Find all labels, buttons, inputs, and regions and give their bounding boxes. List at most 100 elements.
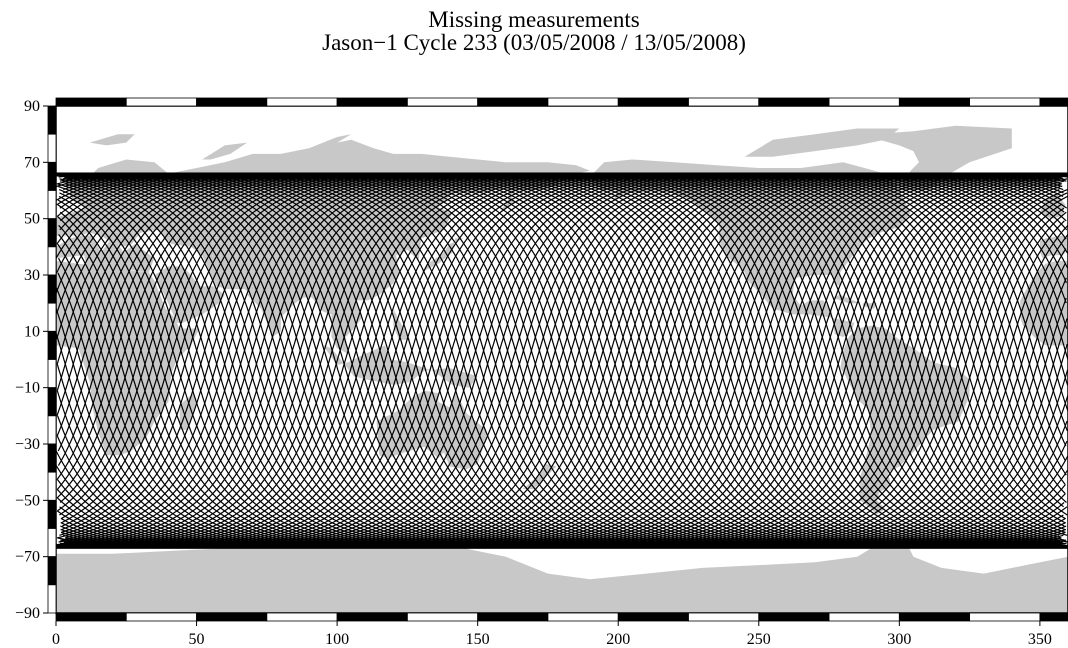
x-tick-label: 100 xyxy=(325,631,349,648)
map-axes: 90 70 50 30 10 −10 −30 −50 −70 −90 0 50 100 150 200 250… xyxy=(15,98,1052,648)
track-turning-band-south xyxy=(56,544,1068,549)
ground-track xyxy=(57,172,1067,546)
frame-strip-top xyxy=(406,97,479,107)
frame-strip-left xyxy=(47,274,57,304)
ground-track xyxy=(64,172,1064,546)
land-arctic-islands-eu xyxy=(89,134,135,146)
frame-strip-left xyxy=(47,302,57,332)
ground-track xyxy=(56,172,1068,546)
frame-strip-left xyxy=(47,556,57,586)
frame-strip-bottom xyxy=(406,612,479,622)
ground-track xyxy=(58,173,1058,546)
y-tick-label: 70 xyxy=(24,154,40,171)
land-new-zealand xyxy=(522,463,557,490)
ground-track xyxy=(56,172,1066,546)
frame-strip-top xyxy=(547,97,619,107)
y-tick-label: 30 xyxy=(24,267,40,284)
ground-track xyxy=(56,172,1067,546)
map-title: Missing measurements xyxy=(428,7,640,32)
land-antarctica xyxy=(56,539,1068,613)
frame-strip-left xyxy=(47,359,57,389)
frame-strip-top xyxy=(898,97,971,107)
ground-track xyxy=(58,172,1064,546)
frame-strip-bottom xyxy=(336,612,408,622)
frame-strip-bottom xyxy=(196,612,268,622)
frame-strip-left xyxy=(47,246,57,276)
y-tick-label: −50 xyxy=(15,492,40,509)
ground-track xyxy=(58,172,1060,546)
ground-track xyxy=(56,172,1065,546)
ground-track xyxy=(56,172,1067,546)
ground-track xyxy=(57,172,1066,546)
frame-strip-bottom xyxy=(125,612,197,622)
ground-track xyxy=(67,172,1067,546)
ground-track xyxy=(56,172,1064,546)
frame-strip-top xyxy=(828,97,900,107)
frame-strip-left xyxy=(47,190,57,220)
ground-track xyxy=(59,172,1064,546)
frame-strip-top xyxy=(196,97,268,107)
frame-strip-left xyxy=(47,387,57,417)
frame-strip-top xyxy=(477,97,549,107)
frame-strip-bottom xyxy=(1039,612,1068,622)
frame-strip-bottom xyxy=(898,612,971,622)
map-frame xyxy=(47,97,1068,622)
x-tick-label: 0 xyxy=(52,631,60,648)
frame-strip-bottom xyxy=(617,612,689,622)
ground-track xyxy=(60,172,1067,546)
land-arctic-islands-ca xyxy=(744,128,900,157)
ground-track xyxy=(59,172,1059,546)
map-plot-area xyxy=(56,106,1068,613)
frame-strip-left xyxy=(47,218,57,248)
ground-track xyxy=(56,172,1063,546)
y-tick-label: −10 xyxy=(15,380,40,397)
land-madagascar xyxy=(179,393,197,430)
ground-track xyxy=(56,172,1068,546)
land-arctic-islands-sib xyxy=(309,134,352,149)
ground-track xyxy=(59,172,1068,546)
y-tick-label: −90 xyxy=(15,605,40,622)
land-australia xyxy=(376,390,487,470)
frame-strip-bottom xyxy=(547,612,619,622)
ground-track xyxy=(57,172,1068,546)
frame-strip-left xyxy=(47,584,57,614)
x-tick-label: 150 xyxy=(466,631,490,648)
y-tick-label: 90 xyxy=(24,98,40,115)
y-tick-label: 10 xyxy=(24,323,40,340)
frame-strip-bottom xyxy=(55,612,127,622)
y-tick-label: −30 xyxy=(15,436,40,453)
frame-strip-top xyxy=(336,97,408,107)
frame-strip-left xyxy=(47,528,57,558)
frame-strip-left xyxy=(47,133,57,163)
track-turning-band-north xyxy=(56,172,1068,177)
x-tick-label: 250 xyxy=(747,631,771,648)
frame-strip-top xyxy=(617,97,689,107)
map-title-block: Missing measurements Jason−1 Cycle 233 (… xyxy=(0,8,1068,54)
frame-strip-left xyxy=(47,161,57,191)
frame-strip-top xyxy=(1039,97,1068,107)
ground-track xyxy=(66,173,1066,546)
ground-track xyxy=(56,172,1067,546)
frame-strip-top xyxy=(758,97,830,107)
ground-track xyxy=(57,172,1068,546)
frame-strip-bottom xyxy=(688,612,760,622)
frame-strip-bottom xyxy=(969,612,1041,622)
frame-strip-left xyxy=(47,105,57,135)
frame-strip-top xyxy=(55,97,127,107)
ground-track xyxy=(61,173,1061,546)
frame-strip-top xyxy=(266,97,338,107)
x-tick-label: 50 xyxy=(189,631,205,648)
ground-track xyxy=(59,172,1061,546)
ground-track xyxy=(59,172,1063,546)
ground-track xyxy=(62,172,1064,546)
frame-strip-top xyxy=(688,97,760,107)
ground-track xyxy=(67,172,1068,546)
ground-track xyxy=(56,172,1068,546)
ground-track xyxy=(56,172,1067,546)
ground-track xyxy=(56,172,1068,546)
frame-strip-left xyxy=(47,330,57,360)
frame-strip-bottom xyxy=(758,612,830,622)
frame-strip-bottom xyxy=(828,612,900,622)
frame-strip-left xyxy=(47,499,57,529)
